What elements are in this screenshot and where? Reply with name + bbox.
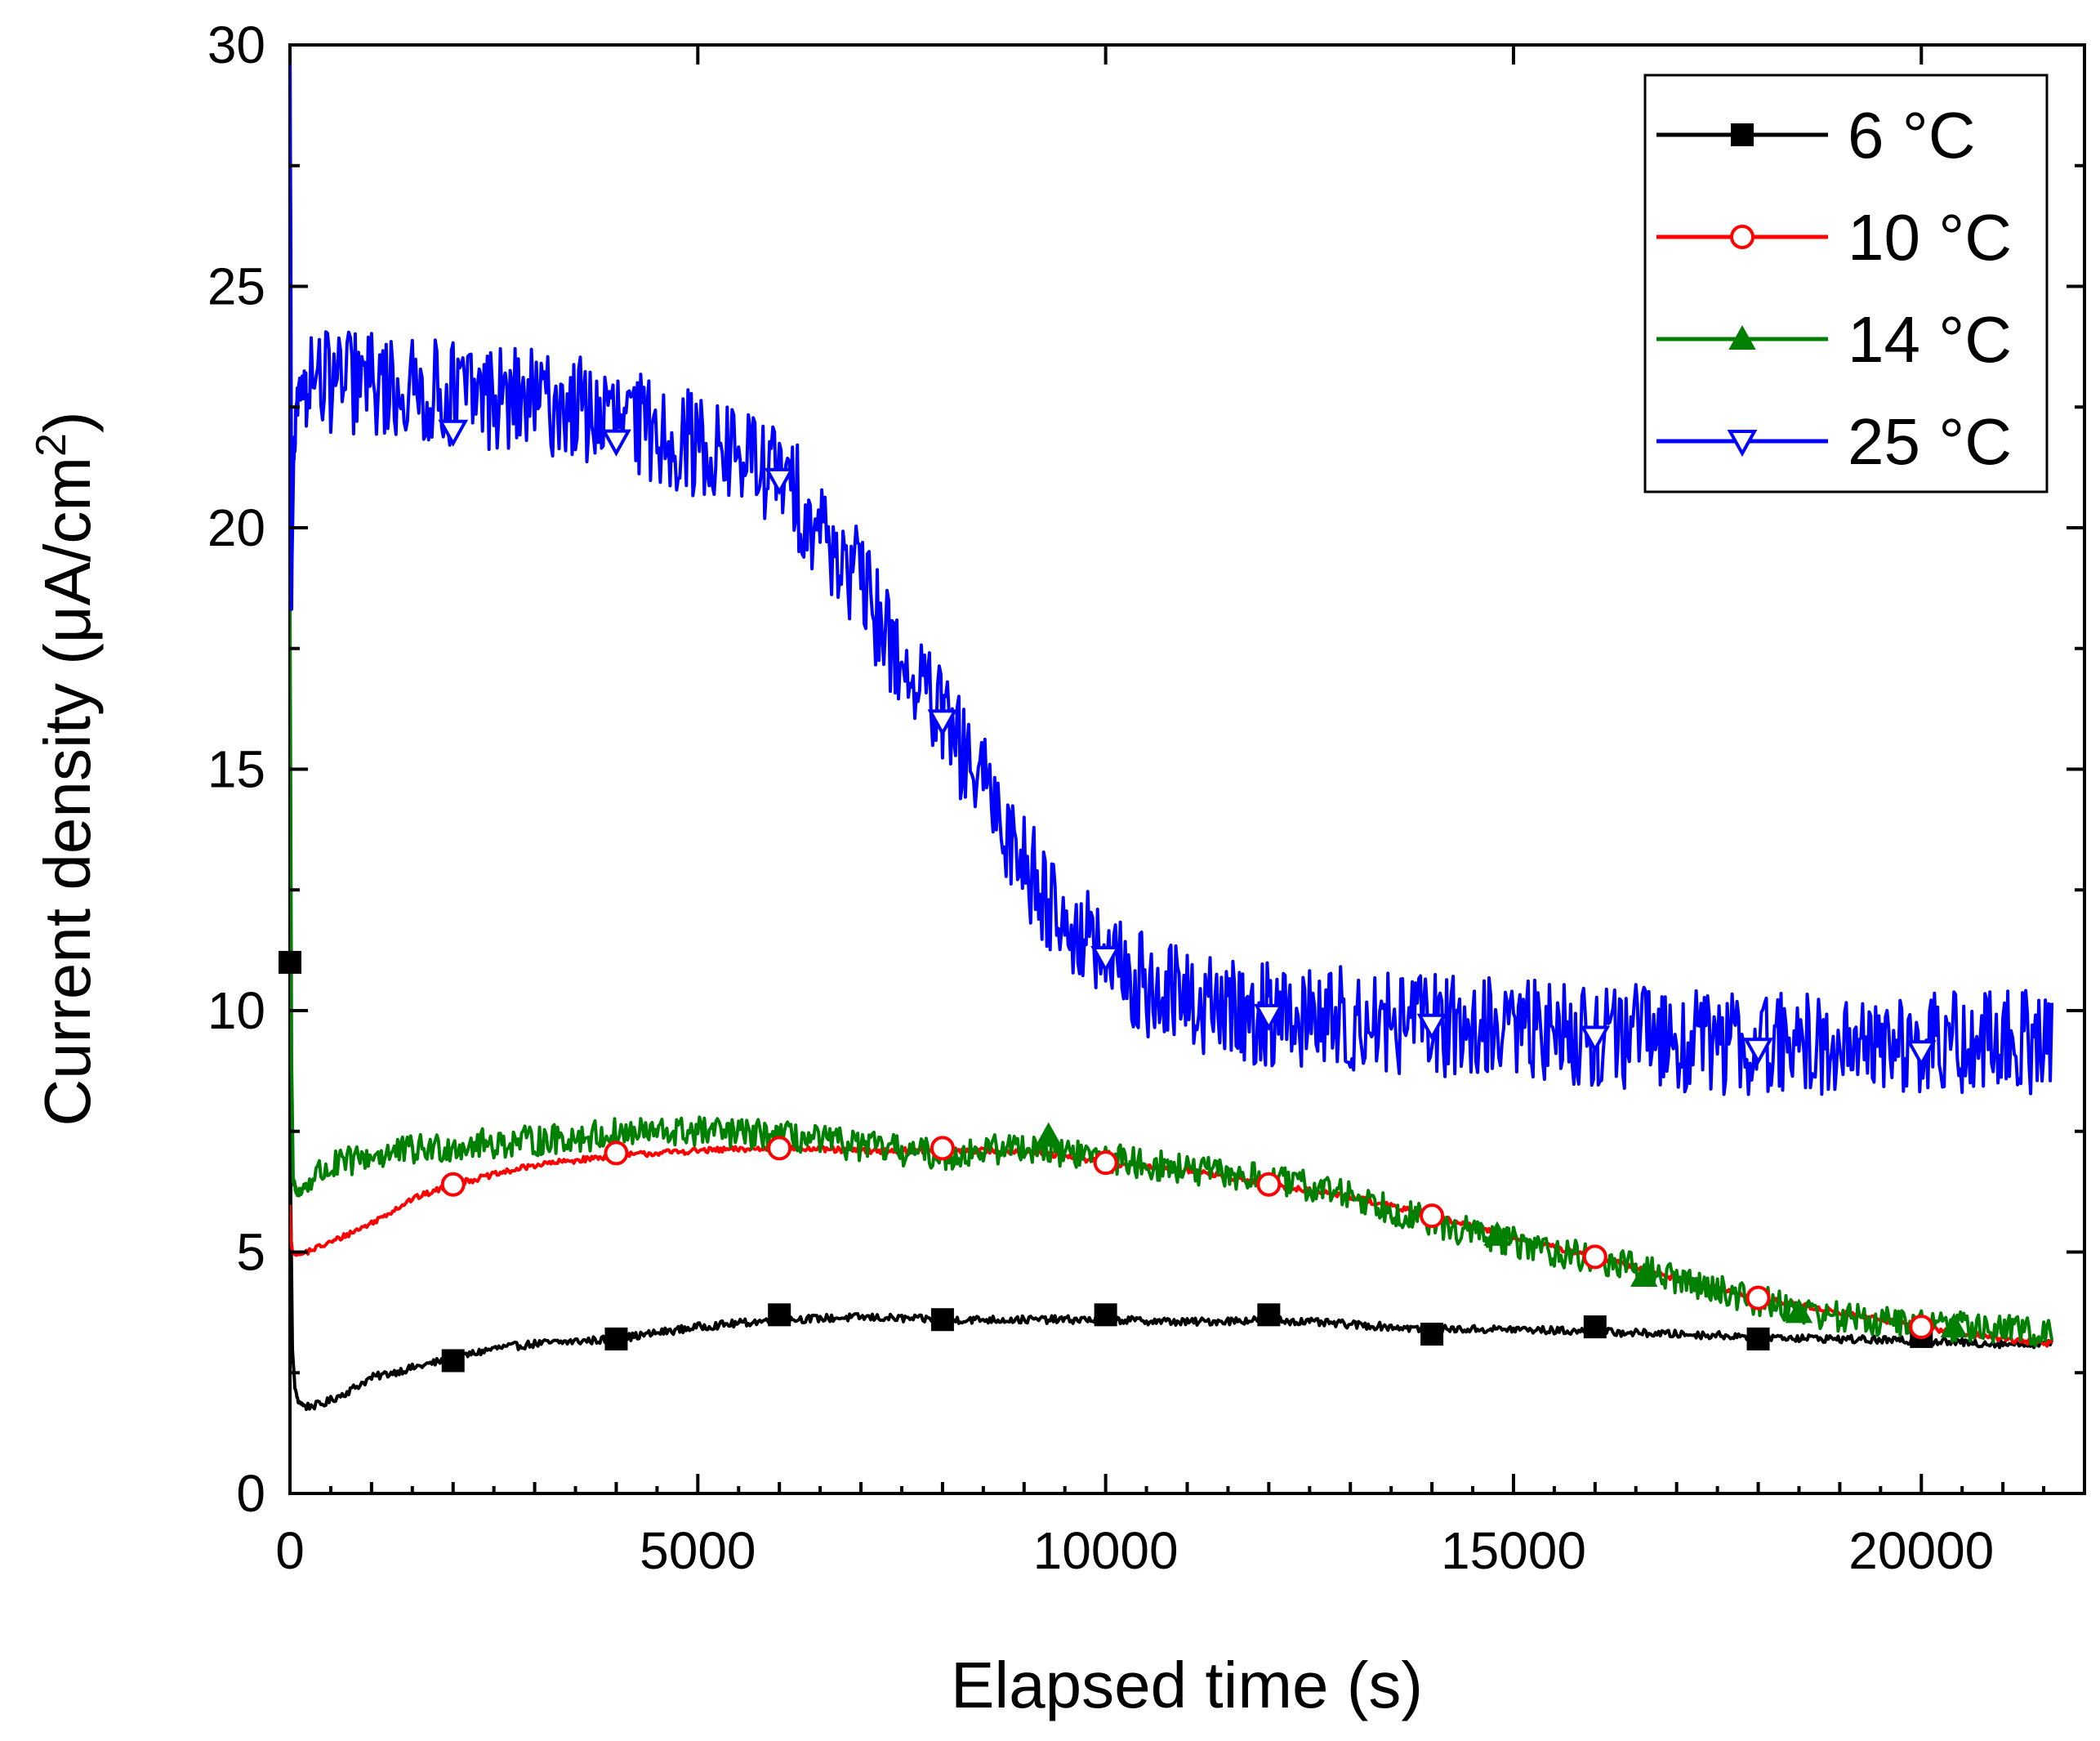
series-marker-14-C — [1940, 1313, 1968, 1338]
y-axis-title-main: Current density (μA/cm — [31, 457, 104, 1127]
y-tick-label: 15 — [207, 740, 265, 799]
y-tick-label: 25 — [207, 257, 265, 316]
series-marker-6-C — [279, 950, 301, 974]
series-marker-6-C — [441, 1349, 465, 1373]
legend-label-25C: 25 °C — [1848, 405, 2012, 478]
legend-label-10C: 10 °C — [1848, 201, 2012, 274]
series-marker-25-C — [1253, 1003, 1284, 1032]
series-marker-10-C — [604, 1141, 629, 1166]
markers-layer — [279, 419, 1968, 1373]
series-marker-25-C — [601, 429, 631, 457]
series-marker-10-C — [767, 1136, 792, 1161]
series-marker-14-C — [1785, 1298, 1813, 1324]
series-marker-25-C — [1416, 1013, 1447, 1041]
series-marker-14-C — [1630, 1261, 1658, 1288]
y-tick-label: 0 — [236, 1464, 265, 1523]
legend-marker-symbol-6-C — [1731, 123, 1754, 146]
legend: 6 °C 10 °C 14 °C 25 °C — [1643, 74, 2049, 493]
series-marker-25-C — [764, 467, 795, 496]
series-marker-10-C — [930, 1136, 955, 1161]
series-marker-6-C — [604, 1327, 628, 1350]
legend-marker-14C — [1728, 324, 1756, 350]
y-tick-label: 20 — [207, 498, 265, 557]
series-marker-25-C — [1743, 1038, 1773, 1065]
legend-label-6C: 6 °C — [1848, 99, 1975, 172]
x-tick-label: 10000 — [1033, 1521, 1179, 1580]
series-line-25-C — [290, 45, 2054, 1096]
series-marker-14-C — [1035, 1122, 1063, 1147]
series-marker-25-C — [1580, 1025, 1611, 1053]
series-marker-25-C — [438, 419, 469, 447]
y-axis-title-close: ) — [31, 411, 104, 433]
legend-label-14C: 14 °C — [1848, 303, 2012, 376]
legend-marker-symbol-10-C — [1730, 225, 1754, 249]
series-marker-10-C — [1909, 1315, 1934, 1340]
legend-marker-25C — [1727, 430, 1758, 458]
series-marker-6-C — [1420, 1322, 1444, 1346]
series-marker-14-C — [1483, 1221, 1511, 1246]
y-tick-label: 30 — [207, 16, 265, 74]
legend-box — [1643, 74, 2049, 493]
y-axis-title: Current density (μA/cm2) — [28, 411, 104, 1126]
series-marker-25-C — [927, 709, 958, 737]
series-marker-10-C — [1256, 1172, 1282, 1197]
y-tick-label: 10 — [207, 981, 265, 1040]
series-marker-10-C — [1746, 1285, 1771, 1310]
legend-entry-6C: 6 °C — [1656, 99, 1975, 172]
legend-entry-25C: 25 °C — [1656, 405, 2012, 478]
series-marker-10-C — [1582, 1244, 1607, 1270]
legend-marker-6C — [1731, 123, 1754, 146]
series-marker-6-C — [1257, 1303, 1281, 1327]
x-tick-label: 15000 — [1441, 1521, 1586, 1580]
series-marker-6-C — [768, 1303, 791, 1327]
legend-marker-10C — [1730, 225, 1754, 249]
series-marker-10-C — [440, 1172, 466, 1197]
legend-marker-symbol-14-C — [1728, 324, 1756, 350]
series-marker-6-C — [1094, 1303, 1117, 1327]
legend-entry-10C: 10 °C — [1656, 201, 2012, 274]
series-marker-25-C — [1090, 945, 1121, 974]
legend-entry-14C: 14 °C — [1656, 303, 2012, 376]
series-marker-6-C — [930, 1308, 954, 1332]
y-tick-label: 5 — [236, 1223, 265, 1282]
series-marker-10-C — [1093, 1150, 1118, 1176]
x-tick-label: 5000 — [640, 1521, 756, 1580]
series-marker-25-C — [1906, 1040, 1937, 1068]
x-axis-title: Elapsed time (s) — [951, 1649, 1423, 1721]
legend-marker-symbol-25-C — [1727, 430, 1758, 458]
x-tick-label: 20000 — [1848, 1521, 1994, 1580]
series-marker-6-C — [1746, 1327, 1770, 1350]
x-tick-label: 0 — [275, 1521, 305, 1580]
series-marker-6-C — [1583, 1315, 1607, 1339]
axes-layer: 0 5 10 15 20 25 30 0 5000 10000 15000 20000 — [207, 16, 2086, 1580]
y-axis-title-superscript: 2 — [28, 433, 75, 457]
series-marker-10-C — [1420, 1203, 1445, 1229]
